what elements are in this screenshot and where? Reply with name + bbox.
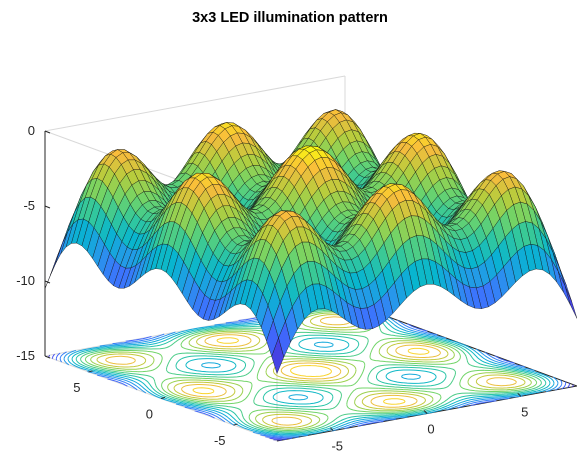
- z-tick-label: -5: [23, 198, 35, 213]
- x-tick-label: -5: [331, 439, 343, 452]
- surface-mesh: [44, 109, 577, 375]
- contour-line: [75, 308, 547, 434]
- surface-patch: [271, 337, 285, 375]
- y-tick-mark: [160, 397, 166, 399]
- contour-line: [71, 307, 551, 435]
- contour-line: [59, 304, 563, 438]
- z-tick-mark: [44, 355, 51, 359]
- z-tick-label: -15: [16, 348, 35, 363]
- z-tick-mark: [44, 280, 51, 284]
- z-tick-mark: [44, 130, 51, 134]
- contour-line: [96, 314, 526, 428]
- axes-box-edge: [44, 75, 346, 132]
- x-tick-mark: [517, 392, 522, 397]
- x-tick-label: 0: [427, 422, 434, 437]
- contour-line: [84, 311, 538, 431]
- chart-title: 3x3 LED illumination pattern: [192, 10, 388, 26]
- x-tick-label: 5: [521, 404, 528, 419]
- contour-line: [105, 316, 517, 426]
- y-tick-label: 0: [146, 407, 153, 422]
- axis-ticks: 0 -5 -10 -15 -5 0 5 -5 0 5: [16, 123, 528, 452]
- contour-line: [67, 306, 555, 436]
- y-tick-mark: [233, 423, 238, 426]
- y-tick-label: 5: [73, 380, 80, 395]
- x-tick-mark: [423, 410, 428, 414]
- z-tick-label: -10: [16, 273, 35, 288]
- y-tick-mark: [88, 370, 93, 373]
- contour-line: [80, 309, 542, 433]
- x-tick-mark: [329, 427, 334, 432]
- z-tick-label: 0: [28, 123, 35, 138]
- y-tick-label: -5: [214, 433, 226, 448]
- contour-line: [63, 305, 559, 437]
- z-tick-mark: [44, 205, 51, 209]
- contour-line: [192, 337, 430, 405]
